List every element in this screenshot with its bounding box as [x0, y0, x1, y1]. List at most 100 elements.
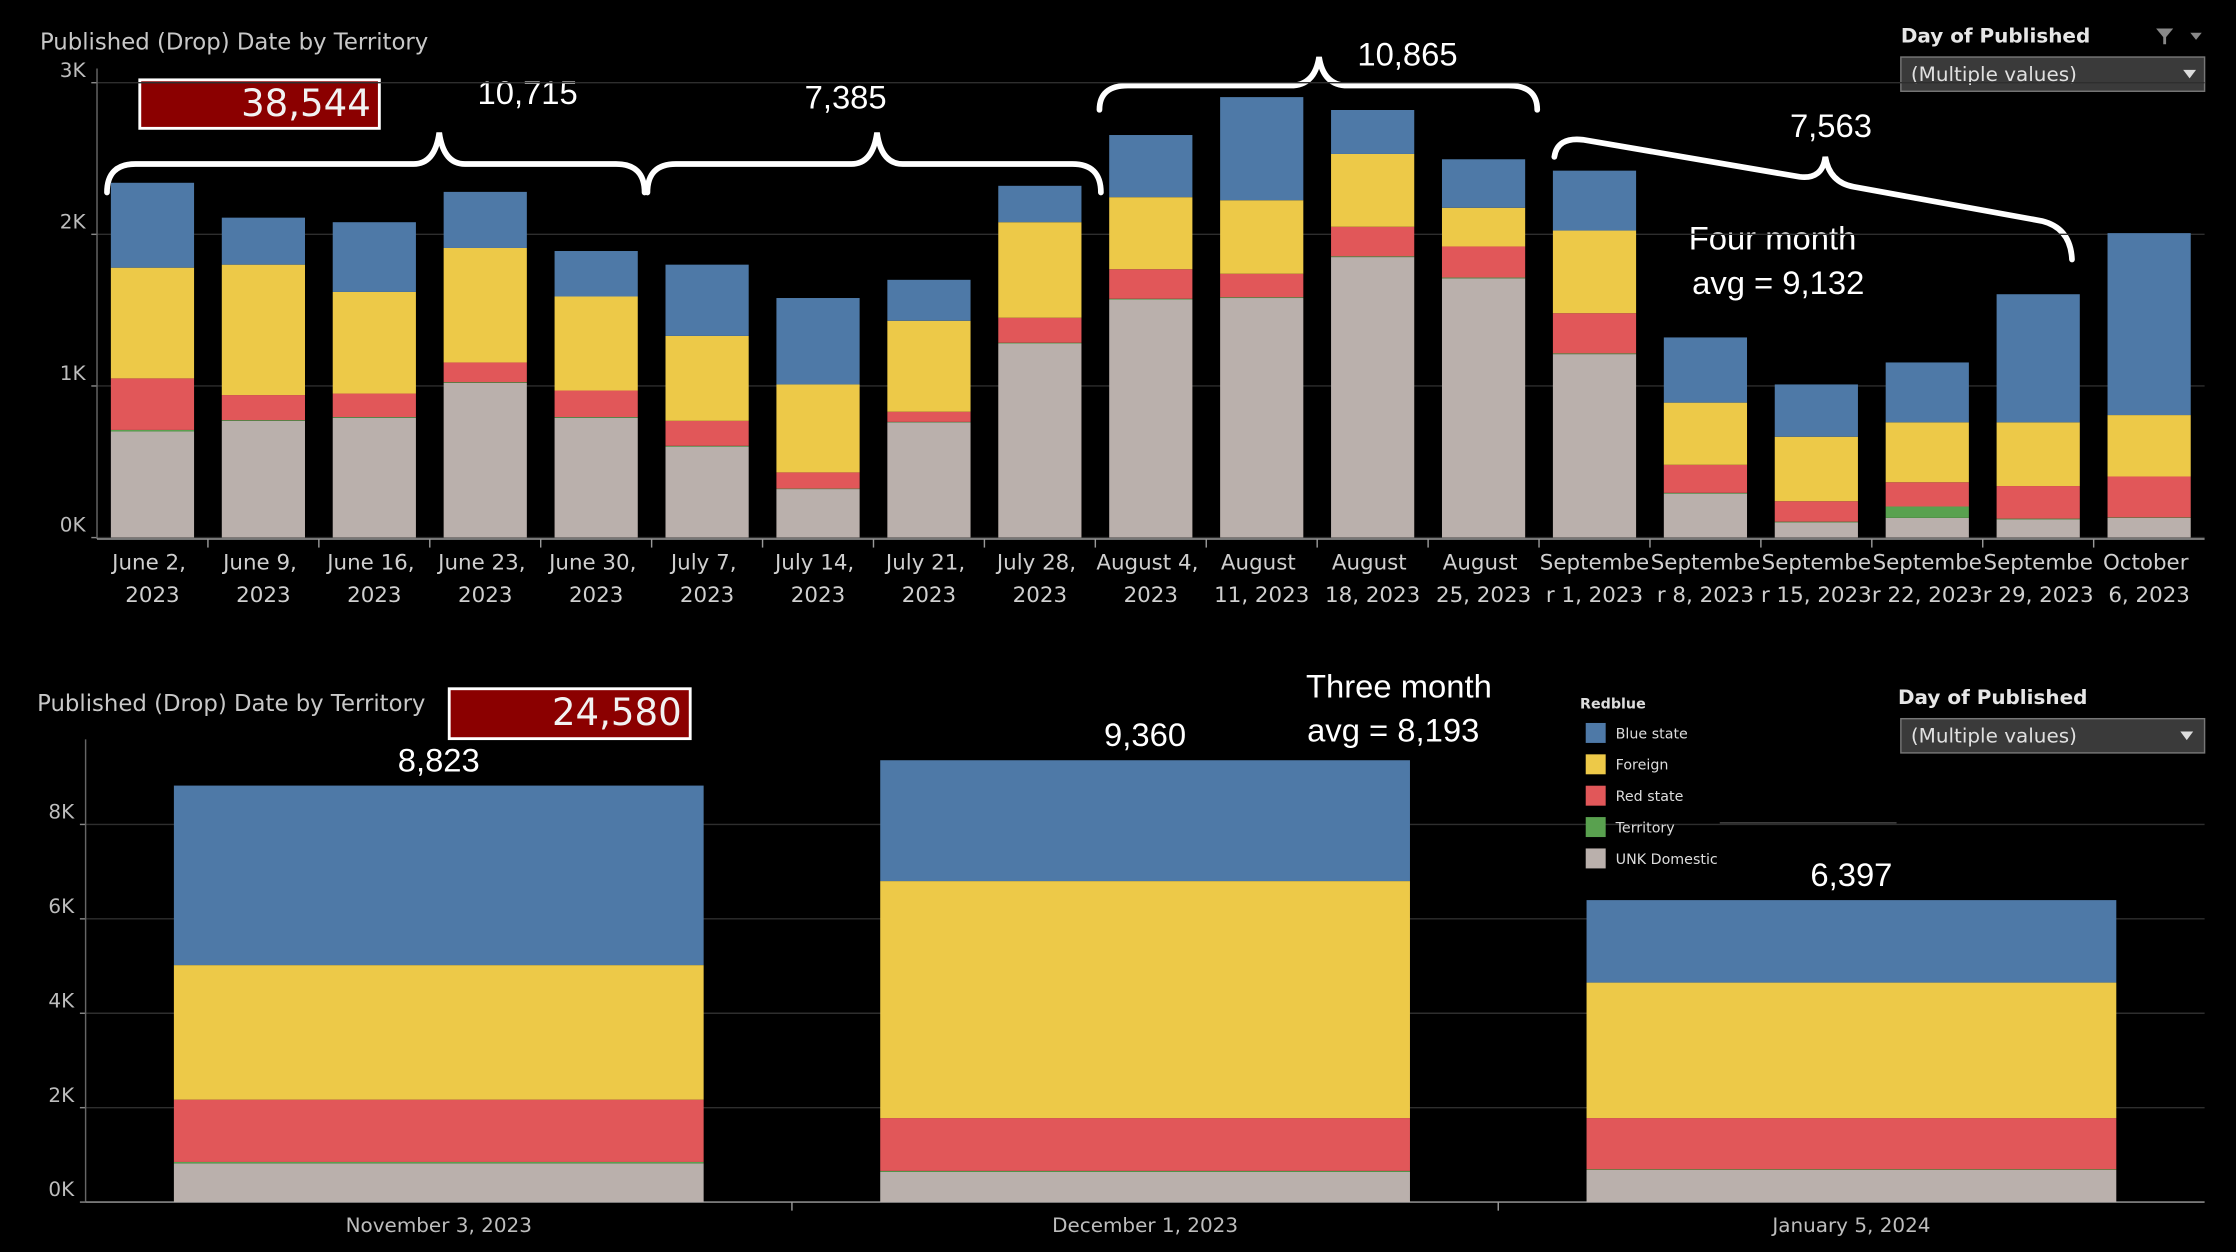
x-tick-label: January 5, 2024: [1770, 1213, 1930, 1237]
bar-segment: [1663, 337, 1748, 403]
bar-segment: [221, 420, 305, 421]
bar-segment: [1552, 170, 1637, 231]
bar-segment: [776, 298, 860, 385]
bar-segment: [1552, 354, 1637, 538]
filter-dropdown[interactable]: [1900, 56, 2206, 92]
bar-segment: [887, 320, 971, 412]
legend-swatch: [1585, 817, 1606, 838]
total-label: 6,397: [1810, 856, 1892, 893]
bar-segment: [332, 417, 416, 538]
x-tick-label: July 7, 2023: [669, 550, 743, 608]
bar-segment: [332, 291, 416, 394]
bar-segment: [1552, 353, 1637, 355]
chart-title: Published (Drop) Date by Territory: [40, 29, 428, 55]
x-tick-label: June 2, 2023: [110, 550, 193, 608]
bar-segment: [443, 362, 527, 383]
bar-segment: [1331, 153, 1415, 227]
bar-segment: [1774, 521, 1858, 523]
total-value: 38,544: [241, 82, 371, 125]
bar-segment: [1331, 226, 1415, 257]
bar-segment: [1774, 522, 1858, 538]
bar-segment: [554, 296, 638, 391]
filter-dropdown[interactable]: [1900, 717, 2206, 754]
bar-segment: [443, 247, 527, 363]
bar-segment: [1552, 230, 1637, 314]
bar-segment: [880, 1171, 1410, 1203]
bar-segment: [1441, 207, 1526, 247]
menu-arrow[interactable]: [2190, 32, 2202, 40]
bar-segment: [1996, 294, 2080, 423]
x-tick-label: June 9, 2023: [221, 550, 304, 608]
bar-segment: [1109, 298, 1193, 300]
bar-segment: [173, 1161, 704, 1164]
legend-label: Blue state: [1616, 726, 1688, 742]
x-tick-label: July 21, 2023: [884, 550, 972, 608]
bar-segment: [887, 279, 971, 321]
bar-segment: [1109, 299, 1193, 538]
chart-title: Published (Drop) Date by Territory: [37, 691, 425, 717]
x-tick-label: June 30, 2023: [547, 550, 643, 608]
bar-segment: [443, 382, 527, 538]
bar-segment: [1663, 402, 1748, 465]
x-tick-label: August 4, 2023: [1096, 550, 1205, 608]
x-tick-label: November 3, 2023: [346, 1213, 532, 1237]
dropdown-arrow: [2183, 69, 2197, 79]
bar-segment: [1220, 273, 1304, 298]
x-tick-label: October 6, 2023: [2103, 550, 2195, 608]
bar-segment: [2107, 415, 2191, 477]
bar-segment: [776, 384, 860, 473]
y-tick-label: 0K: [48, 1177, 75, 1201]
bar-segment: [887, 422, 971, 538]
bar-segment: [665, 446, 749, 538]
bar-segment: [443, 191, 527, 248]
y-tick-label: 2K: [48, 1083, 75, 1107]
filter-value: (Multiple values): [1911, 62, 2077, 86]
filter-title: Day of Published: [1901, 24, 2090, 48]
bar-segment: [776, 489, 860, 538]
bar-segment: [1586, 982, 2117, 1119]
total-box: [447, 687, 692, 741]
annotation: 10,865: [1357, 36, 1457, 73]
bar-segment: [443, 382, 527, 383]
total-box: [138, 78, 381, 130]
bar-segment: [998, 185, 1082, 223]
legend-label: Foreign: [1616, 758, 1669, 774]
filter-icon[interactable]: [2156, 28, 2174, 45]
bar-segment: [880, 1118, 1410, 1171]
bar-segment: [880, 1170, 1410, 1172]
x-tick-label: Septembe r 29, 2023: [1983, 550, 2094, 608]
bar-segment: [110, 429, 195, 432]
note: avg = 8,193: [1307, 712, 1479, 749]
bar-segment: [1552, 313, 1637, 354]
bar-segment: [110, 267, 195, 379]
bar-segment: [110, 378, 195, 430]
brace: [1551, 136, 2075, 263]
bar-segment: [1441, 277, 1526, 279]
bar-segment: [1774, 501, 1858, 522]
bar-segment: [1774, 384, 1858, 437]
note: avg = 9,132: [1692, 264, 1864, 301]
bar-segment: [1109, 269, 1193, 299]
bar-segment: [998, 343, 1082, 538]
x-tick-label: Septembe r 15, 2023: [1761, 550, 1872, 608]
bar-segment: [1996, 422, 2080, 487]
bar-segment: [2107, 233, 2191, 416]
total-label: 9,360: [1104, 716, 1186, 753]
legend-swatch: [1585, 722, 1606, 743]
x-tick-label: June 23, 2023: [436, 550, 532, 608]
bar-segment: [1885, 482, 1969, 507]
bar-segment: [1996, 519, 2080, 538]
total-label: 8,823: [398, 741, 480, 778]
annotation: 10,715: [478, 74, 578, 111]
x-tick-label: August 18, 2023: [1325, 550, 1420, 608]
bar-segment: [1996, 486, 2080, 519]
bar-segment: [332, 222, 416, 292]
bar-segment: [1663, 464, 1748, 493]
bar-segment: [880, 760, 1410, 882]
bar-segment: [880, 881, 1410, 1119]
y-tick-label: 0K: [60, 513, 87, 537]
bar-segment: [1220, 97, 1304, 201]
bar-segment: [110, 431, 195, 538]
